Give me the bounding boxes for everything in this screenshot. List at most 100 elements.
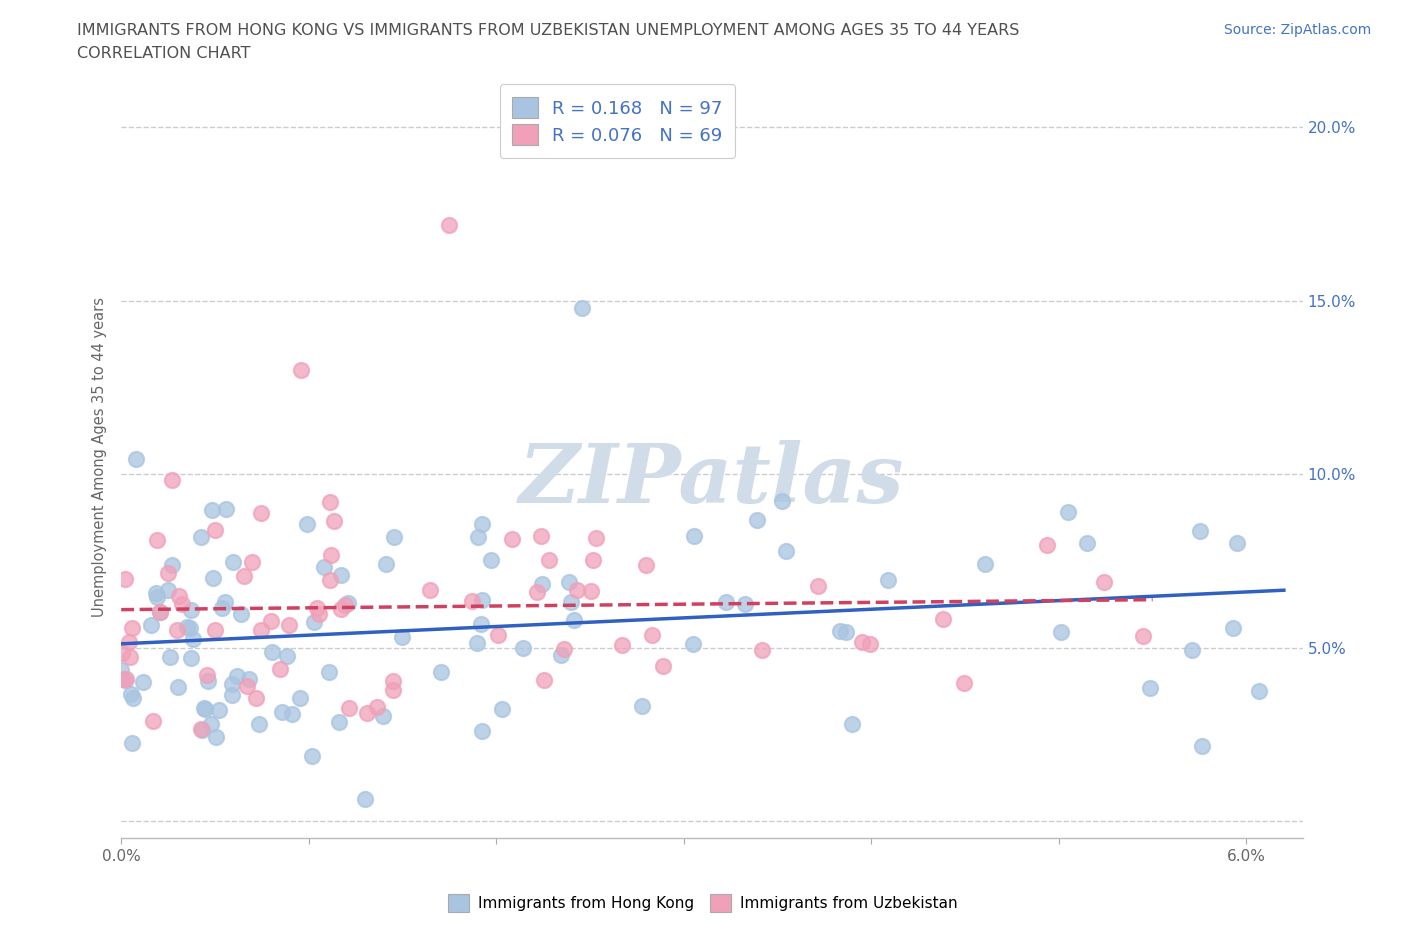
Point bbox=[295, 516, 318, 531]
Point bbox=[1139, 681, 1161, 696]
Point bbox=[172, 597, 194, 612]
Point bbox=[775, 544, 797, 559]
Point bbox=[114, 571, 136, 586]
Point bbox=[247, 716, 270, 731]
Point bbox=[533, 673, 555, 688]
Point bbox=[531, 577, 554, 591]
Point bbox=[193, 700, 215, 715]
Point bbox=[430, 665, 453, 680]
Point bbox=[118, 634, 141, 649]
Point bbox=[250, 622, 273, 637]
Point bbox=[581, 584, 603, 599]
Point bbox=[142, 713, 165, 728]
Point bbox=[207, 702, 229, 717]
Point bbox=[238, 671, 260, 686]
Point bbox=[582, 552, 605, 567]
Text: IMMIGRANTS FROM HONG KONG VS IMMIGRANTS FROM UZBEKISTAN UNEMPLOYMENT AMONG AGES : IMMIGRANTS FROM HONG KONG VS IMMIGRANTS … bbox=[77, 23, 1019, 38]
Point bbox=[1222, 620, 1244, 635]
Point bbox=[194, 702, 217, 717]
Point bbox=[974, 556, 997, 571]
Point bbox=[111, 646, 134, 661]
Point bbox=[233, 568, 256, 583]
Point bbox=[260, 614, 283, 629]
Point bbox=[851, 634, 873, 649]
Point bbox=[501, 532, 523, 547]
Point bbox=[322, 513, 344, 528]
Point bbox=[190, 529, 212, 544]
Point bbox=[308, 606, 330, 621]
Point bbox=[226, 669, 249, 684]
Point bbox=[550, 648, 572, 663]
Point bbox=[318, 665, 340, 680]
Point bbox=[333, 598, 356, 613]
Point bbox=[374, 556, 396, 571]
Point bbox=[835, 624, 858, 639]
Point bbox=[302, 615, 325, 630]
Point bbox=[269, 661, 291, 676]
Point bbox=[281, 707, 304, 722]
Point bbox=[841, 716, 863, 731]
Point bbox=[319, 495, 342, 510]
Point bbox=[745, 513, 768, 528]
Point bbox=[179, 621, 201, 636]
Point bbox=[877, 573, 900, 588]
Point bbox=[159, 650, 181, 665]
Point bbox=[204, 622, 226, 637]
Point bbox=[560, 594, 582, 609]
Point bbox=[271, 704, 294, 719]
Point bbox=[145, 586, 167, 601]
Point bbox=[318, 572, 340, 587]
Point bbox=[205, 729, 228, 744]
Point bbox=[1226, 536, 1249, 551]
Point bbox=[120, 686, 142, 701]
Point bbox=[807, 578, 830, 593]
Text: CORRELATION CHART: CORRELATION CHART bbox=[77, 46, 250, 61]
Point bbox=[419, 583, 441, 598]
Point bbox=[751, 643, 773, 658]
Point bbox=[197, 673, 219, 688]
Point bbox=[204, 523, 226, 538]
Point bbox=[149, 604, 172, 619]
Point bbox=[301, 749, 323, 764]
Point bbox=[160, 472, 183, 487]
Y-axis label: Unemployment Among Ages 35 to 44 years: Unemployment Among Ages 35 to 44 years bbox=[93, 297, 107, 617]
Point bbox=[526, 585, 548, 600]
Text: ZIPatlas: ZIPatlas bbox=[519, 440, 904, 520]
Point bbox=[276, 648, 298, 663]
Point bbox=[467, 530, 489, 545]
Point bbox=[211, 601, 233, 616]
Point bbox=[381, 682, 404, 697]
Point bbox=[329, 567, 352, 582]
Point bbox=[339, 700, 361, 715]
Point bbox=[290, 363, 312, 378]
Point bbox=[122, 691, 145, 706]
Point bbox=[250, 505, 273, 520]
Point bbox=[149, 604, 172, 619]
Point bbox=[682, 529, 704, 544]
Point bbox=[139, 618, 162, 632]
Point bbox=[181, 631, 204, 646]
Point bbox=[288, 690, 311, 705]
Legend: R = 0.168   N = 97, R = 0.076   N = 69: R = 0.168 N = 97, R = 0.076 N = 69 bbox=[499, 85, 735, 158]
Point bbox=[146, 532, 169, 547]
Point bbox=[160, 557, 183, 572]
Point bbox=[278, 618, 301, 632]
Point bbox=[125, 451, 148, 466]
Point bbox=[571, 300, 593, 315]
Point bbox=[1132, 629, 1154, 644]
Point bbox=[381, 674, 404, 689]
Point bbox=[200, 717, 222, 732]
Point bbox=[859, 636, 882, 651]
Point bbox=[1036, 538, 1059, 552]
Point bbox=[330, 602, 353, 617]
Point bbox=[471, 517, 494, 532]
Point bbox=[1247, 684, 1270, 698]
Point bbox=[366, 699, 388, 714]
Point bbox=[201, 502, 224, 517]
Point bbox=[564, 613, 586, 628]
Point bbox=[221, 687, 243, 702]
Point bbox=[180, 651, 202, 666]
Text: Source: ZipAtlas.com: Source: ZipAtlas.com bbox=[1223, 23, 1371, 37]
Point bbox=[734, 596, 756, 611]
Point bbox=[610, 637, 633, 652]
